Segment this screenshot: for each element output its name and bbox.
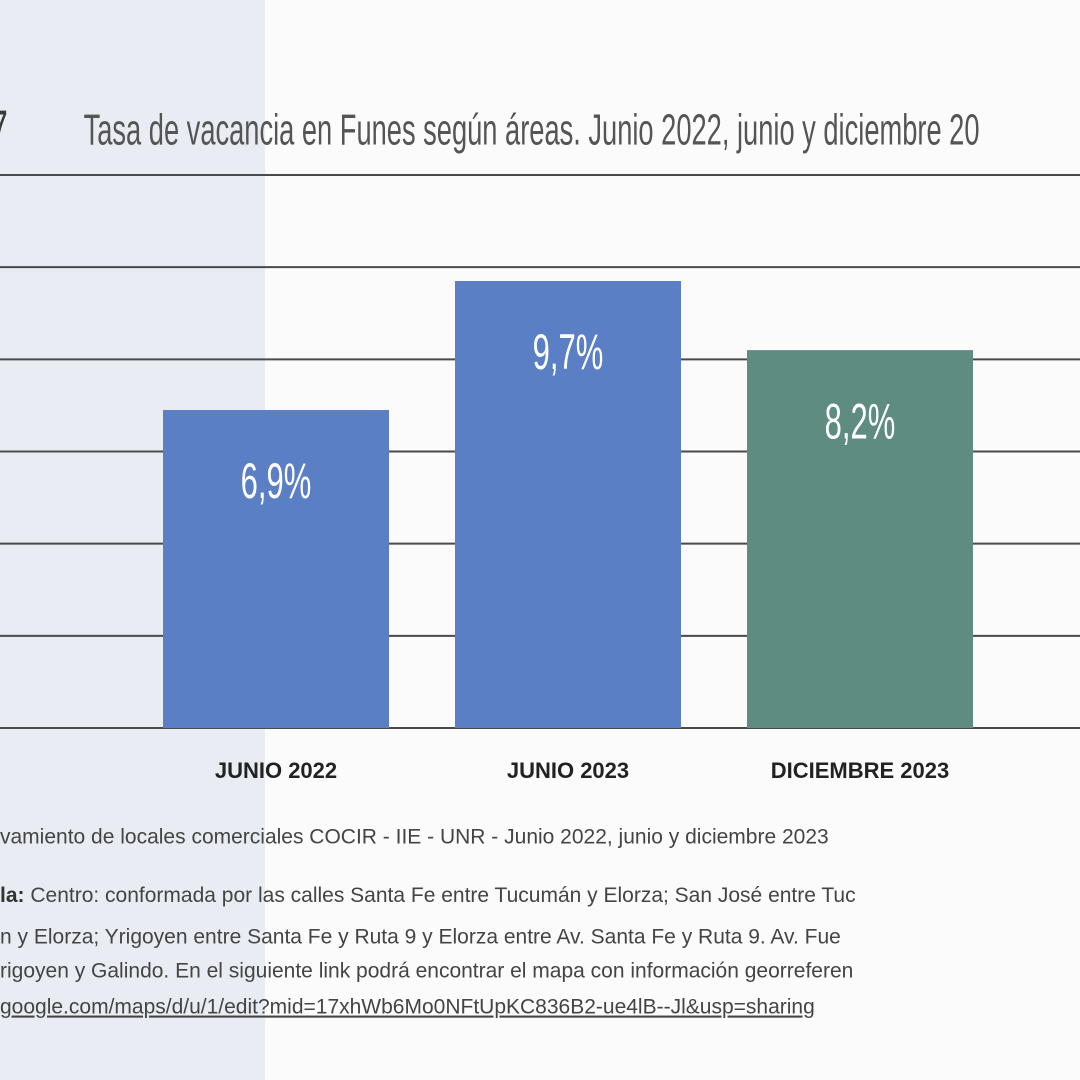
note-line: n y Elorza; Yrigoyen entre Santa Fe y Ru… [0,926,841,949]
note-link: google.com/maps/d/u/1/edit?mid=17xhWb6Mo… [0,996,815,1019]
value-label: 9,7% [533,324,604,380]
bar [163,410,389,728]
value-label: 8,2% [825,393,896,449]
note-line: rigoyen y Galindo. En el siguiente link … [0,960,853,983]
note-text: Centro: conformada por las calles Santa … [30,884,855,907]
value-label-group: 6,9% [241,453,312,509]
value-label-group: 8,2% [825,393,896,449]
x-tick-label: JUNIO 2023 [507,758,629,783]
figure-number: 07 [0,101,8,159]
source: vamiento de locales comerciales COCIR - … [0,826,829,849]
chart-title: Tasa de vacancia en Funes según áreas. J… [84,105,980,154]
x-tick-label: DICIEMBRE 2023 [771,758,950,783]
title-group: 07 Tasa de vacancia en Funes según áreas… [0,101,980,159]
note-label: la: [0,884,25,907]
bar [455,280,681,728]
value-label: 6,9% [241,453,312,509]
x-tick-label: JUNIO 2022 [215,758,337,783]
bar [747,350,973,728]
value-label-group: 9,7% [533,324,604,380]
note-line: la: Centro: conformada por las calles Sa… [0,884,856,907]
